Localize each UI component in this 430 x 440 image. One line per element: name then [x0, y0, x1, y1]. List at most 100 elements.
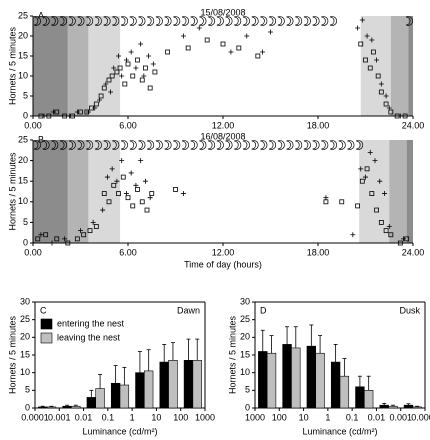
- moon-icon: [42, 140, 50, 150]
- night-shading: [360, 16, 391, 116]
- x-tick-label: 12.00: [212, 247, 235, 257]
- bar: [159, 361, 169, 409]
- moon-icon: [234, 16, 242, 26]
- enter-point: [46, 113, 52, 119]
- enter-point: [358, 41, 364, 47]
- leave-point: [350, 232, 356, 238]
- enter-point: [93, 101, 99, 107]
- enter-point: [35, 236, 41, 242]
- moon-icon: [208, 16, 216, 26]
- leave-point: [66, 113, 72, 119]
- enter-point: [130, 203, 136, 209]
- leave-point: [62, 236, 68, 242]
- enter-point: [74, 236, 80, 242]
- enter-point: [98, 93, 104, 99]
- leave-point: [268, 29, 273, 35]
- leave-point: [358, 166, 364, 172]
- moon-icon: [42, 16, 50, 26]
- enter-point: [106, 77, 112, 83]
- y-tick-label: 15: [18, 176, 28, 186]
- moon-icon: [147, 140, 155, 150]
- enter-point: [130, 73, 136, 79]
- enter-point: [125, 195, 131, 201]
- panel-label: D: [260, 305, 267, 315]
- leave-point: [116, 53, 121, 59]
- bar: [86, 397, 97, 409]
- enter-point: [43, 232, 49, 238]
- x-axis-label: Time of day (hours): [184, 259, 262, 269]
- leave-point: [146, 53, 152, 59]
- y-tick-label: 20: [20, 332, 30, 342]
- leave-point: [363, 174, 368, 180]
- y-tick-label: 25: [18, 10, 28, 20]
- moon-icon: [68, 140, 76, 150]
- y-tick-label: 30: [240, 296, 250, 306]
- leave-point: [397, 113, 403, 119]
- bar: [330, 361, 341, 409]
- enter-point: [185, 45, 191, 51]
- enter-point: [65, 240, 71, 246]
- y-tick-label: 5: [23, 217, 28, 227]
- moon-icon: [120, 140, 128, 150]
- leave-point: [123, 191, 129, 197]
- x-tick-label: 24.00: [402, 120, 425, 130]
- enter-point: [147, 85, 153, 91]
- enter-point: [135, 57, 140, 63]
- moon-icon: [164, 16, 172, 26]
- y-tick-label: 25: [18, 134, 28, 144]
- moon-icon: [338, 140, 346, 150]
- moon-icon: [94, 16, 102, 26]
- enter-point: [54, 236, 60, 242]
- bar: [192, 359, 202, 409]
- enter-point: [367, 65, 373, 71]
- moon-icon: [329, 16, 337, 26]
- enter-point: [101, 85, 107, 91]
- enter-point: [355, 203, 360, 209]
- moon-icon: [138, 140, 146, 150]
- leave-point: [180, 33, 186, 39]
- enter-point: [397, 240, 403, 246]
- moon-icon: [129, 140, 137, 150]
- moon-icon: [86, 140, 94, 150]
- chart-title: 16/08/2008: [200, 131, 245, 141]
- enter-point: [173, 187, 178, 192]
- moon-icon: [181, 140, 189, 150]
- night-shading: [67, 140, 89, 243]
- moon-icon: [208, 140, 216, 150]
- leave-point: [111, 65, 117, 71]
- bar: [403, 404, 414, 409]
- enter-point: [371, 49, 376, 55]
- bar: [38, 406, 48, 409]
- moon-icon: [103, 16, 111, 26]
- chart-title: Dusk: [399, 305, 420, 315]
- leave-point: [378, 81, 384, 87]
- moon-icon: [120, 16, 128, 26]
- bar: [95, 388, 105, 409]
- enter-point: [220, 41, 226, 47]
- moon-icon: [242, 16, 250, 26]
- moon-icon: [312, 16, 320, 26]
- night-shading: [67, 16, 89, 116]
- leave-point: [355, 25, 361, 31]
- x-tick-label: 1000: [195, 412, 215, 422]
- y-tick-label: 10: [240, 367, 250, 377]
- x-tick-label: 0.0001: [411, 412, 430, 422]
- moon-icon: [260, 16, 268, 26]
- y-tick-label: 15: [20, 349, 30, 359]
- legend-label: leaving the nest: [57, 332, 121, 342]
- bar: [266, 352, 277, 409]
- moon-icon: [286, 16, 294, 26]
- moon-icon: [225, 140, 233, 150]
- x-tick-label: 6.00: [119, 247, 137, 257]
- x-tick-label: 10: [299, 412, 309, 422]
- bar: [71, 405, 81, 409]
- leave-point: [382, 191, 387, 197]
- night-shading: [33, 140, 68, 243]
- bar: [62, 405, 72, 409]
- x-tick-label: 24.00: [402, 247, 425, 257]
- moon-icon: [155, 140, 163, 150]
- moon-icon: [405, 16, 413, 26]
- x-tick-label: 10: [151, 412, 161, 422]
- enter-point: [144, 207, 150, 213]
- moon-icon: [199, 16, 207, 26]
